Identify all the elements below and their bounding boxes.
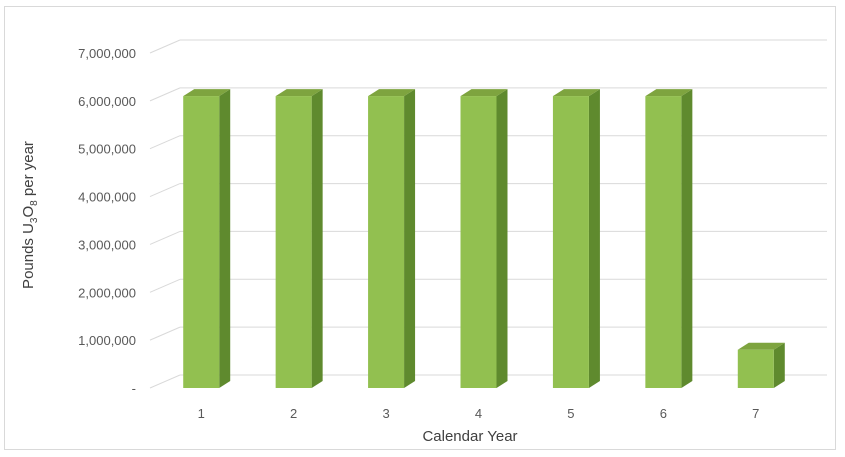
x-axis-ticks: 1 2 3 4 5 6 7 bbox=[198, 406, 760, 421]
x-tick-label: 6 bbox=[660, 406, 667, 421]
x-axis-title: Calendar Year bbox=[422, 428, 517, 445]
bar-top bbox=[368, 89, 416, 97]
y-tick-label: - bbox=[132, 381, 136, 396]
gridline-diagonal bbox=[149, 230, 181, 245]
bar-side bbox=[588, 89, 600, 389]
bar-6 bbox=[645, 89, 693, 389]
bar-top bbox=[552, 89, 600, 97]
bar-side bbox=[496, 89, 508, 389]
bar-1 bbox=[183, 89, 231, 389]
y-tick-label: 4,000,000 bbox=[78, 190, 136, 205]
bar-front bbox=[552, 96, 589, 389]
x-tick-label: 3 bbox=[382, 406, 389, 421]
bar-3 bbox=[368, 89, 416, 389]
gridline-diagonal bbox=[149, 39, 181, 54]
bar-top bbox=[183, 89, 231, 97]
bar-side bbox=[773, 342, 785, 388]
y-axis-title-mid: O bbox=[20, 206, 37, 218]
bars bbox=[183, 89, 785, 389]
bar-7 bbox=[737, 342, 785, 388]
gridline-diagonal bbox=[149, 374, 181, 389]
gridline-diagonal bbox=[149, 183, 181, 198]
x-tick-label: 1 bbox=[198, 406, 205, 421]
bar-front bbox=[737, 349, 774, 388]
y-tick-label: 3,000,000 bbox=[78, 237, 136, 252]
x-tick-label: 2 bbox=[290, 406, 297, 421]
gridline-diagonal bbox=[149, 135, 181, 150]
y-tick-label: 6,000,000 bbox=[78, 94, 136, 109]
bar-side bbox=[681, 89, 693, 389]
bar-front bbox=[368, 96, 405, 389]
y-tick-label: 7,000,000 bbox=[78, 46, 136, 61]
bar-top bbox=[737, 342, 785, 350]
bar-4 bbox=[460, 89, 508, 389]
bar-front bbox=[460, 96, 497, 389]
bar-side bbox=[219, 89, 231, 389]
bar-side bbox=[311, 89, 323, 389]
y-axis-title-prefix: Pounds U bbox=[20, 223, 37, 289]
y-axis-title: Pounds U3O8 per year bbox=[20, 141, 40, 289]
gridline-diagonal bbox=[149, 278, 181, 293]
chart-frame bbox=[4, 6, 836, 450]
gridline-diagonal bbox=[149, 326, 181, 341]
y-axis-title-sub1: 3 bbox=[29, 217, 40, 223]
y-tick-label: 2,000,000 bbox=[78, 285, 136, 300]
x-tick-label: 7 bbox=[752, 406, 759, 421]
y-tick-label: 1,000,000 bbox=[78, 333, 136, 348]
bar-front bbox=[645, 96, 682, 389]
bar-top bbox=[460, 89, 508, 97]
bar-5 bbox=[552, 89, 600, 389]
bar-top bbox=[275, 89, 323, 97]
x-tick-label: 5 bbox=[567, 406, 574, 421]
y-axis-ticks: - 1,000,000 2,000,000 3,000,000 4,000,000 5,0… bbox=[78, 46, 136, 396]
y-tick-label: 5,000,000 bbox=[78, 142, 136, 157]
bar-front bbox=[275, 96, 312, 389]
y-axis-title-sub2: 8 bbox=[29, 200, 40, 206]
bar-side bbox=[404, 89, 416, 389]
bar-front bbox=[183, 96, 220, 389]
y-axis-title-suffix: per year bbox=[20, 141, 37, 200]
x-tick-label: 4 bbox=[475, 406, 482, 421]
bar-top bbox=[645, 89, 693, 97]
gridline-diagonal bbox=[149, 87, 181, 102]
bar-2 bbox=[275, 89, 323, 389]
